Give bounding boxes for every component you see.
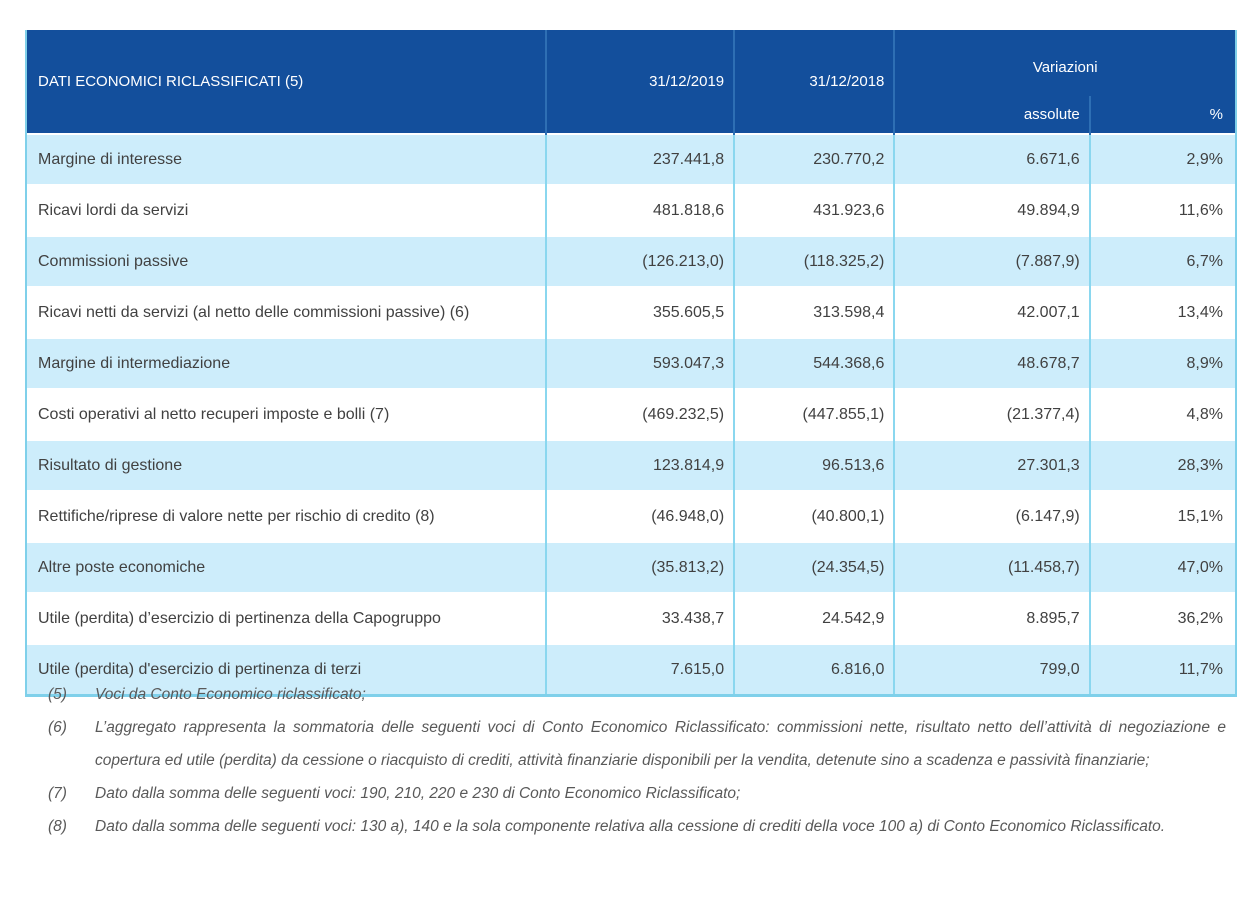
value-2019: 7.615,0 <box>545 643 736 694</box>
value-2018: (447.855,1) <box>734 388 896 440</box>
value-2018: (118.325,2) <box>734 235 896 287</box>
value-assolute: 799,0 <box>894 643 1091 694</box>
table-row: Ricavi lordi da servizi 481.818,6 431.92… <box>27 184 1235 236</box>
value-percent: 11,6% <box>1089 184 1235 236</box>
value-2018: (40.800,1) <box>734 490 896 542</box>
table-row: Margine di interesse 237.441,8 230.770,2… <box>27 133 1235 185</box>
value-2019: 355.605,5 <box>545 286 736 338</box>
footnote-text: Voci da Conto Economico riclassificato; <box>95 686 366 703</box>
footnote-6: (6) L’aggregato rappresenta la sommatori… <box>48 711 1226 777</box>
header-col-2018: 31/12/2018 <box>734 30 896 134</box>
value-assolute: (6.147,9) <box>894 490 1091 542</box>
value-2018: 431.923,6 <box>734 184 896 236</box>
header-title: DATI ECONOMICI RICLASSIFICATI (5) <box>27 30 547 134</box>
value-percent: 6,7% <box>1089 235 1235 287</box>
footnote-marker: (5) <box>48 686 67 703</box>
row-label: Costi operativi al netto recuperi impost… <box>27 388 547 440</box>
value-percent: 47,0% <box>1089 541 1235 593</box>
footnote-text: L’aggregato rappresenta la sommatoria de… <box>95 719 1226 769</box>
table-row: Ricavi netti da servizi (al netto delle … <box>27 286 1235 338</box>
value-2018: 230.770,2 <box>734 133 896 185</box>
table-row: Utile (perdita) d’esercizio di pertinenz… <box>27 592 1235 644</box>
footnote-marker: (6) <box>48 719 67 736</box>
value-percent: 15,1% <box>1089 490 1235 542</box>
value-assolute: 49.894,9 <box>894 184 1091 236</box>
footnotes: (5) Voci da Conto Economico riclassifica… <box>48 678 1226 843</box>
value-percent: 13,4% <box>1089 286 1235 338</box>
footnote-5: (5) Voci da Conto Economico riclassifica… <box>48 678 1226 711</box>
value-assolute: (11.458,7) <box>894 541 1091 593</box>
footnote-8: (8) Dato dalla somma delle seguenti voci… <box>48 810 1226 843</box>
row-label: Utile (perdita) d’esercizio di pertinenz… <box>27 592 547 644</box>
value-2019: (126.213,0) <box>545 235 736 287</box>
row-label: Commissioni passive <box>27 235 547 287</box>
value-assolute: 48.678,7 <box>894 337 1091 389</box>
financial-highlights-table: DATI ECONOMICI RICLASSIFICATI (5) 31/12/… <box>25 30 1237 697</box>
value-percent: 8,9% <box>1089 337 1235 389</box>
value-2018: 6.816,0 <box>734 643 896 694</box>
value-2018: 544.368,6 <box>734 337 896 389</box>
table-row: Risultato di gestione 123.814,9 96.513,6… <box>27 439 1235 491</box>
value-2018: 96.513,6 <box>734 439 896 491</box>
value-percent: 36,2% <box>1089 592 1235 644</box>
value-2019: 33.438,7 <box>545 592 736 644</box>
table-row: Utile (perdita) d'esercizio di pertinenz… <box>27 643 1235 694</box>
value-percent: 4,8% <box>1089 388 1235 440</box>
table-row: Rettifiche/riprese di valore nette per r… <box>27 490 1235 542</box>
value-2019: 481.818,6 <box>545 184 736 236</box>
row-label: Margine di interesse <box>27 133 547 185</box>
row-label: Altre poste economiche <box>27 541 547 593</box>
table-header: DATI ECONOMICI RICLASSIFICATI (5) 31/12/… <box>27 30 1235 134</box>
table-row: Altre poste economiche (35.813,2) (24.35… <box>27 541 1235 593</box>
value-percent: 11,7% <box>1089 643 1235 694</box>
header-col-2019: 31/12/2019 <box>545 30 736 134</box>
value-2018: 24.542,9 <box>734 592 896 644</box>
value-2019: (46.948,0) <box>545 490 736 542</box>
table-row: Margine di intermediazione 593.047,3 544… <box>27 337 1235 389</box>
header-variazioni: Variazioni <box>894 30 1235 96</box>
footnote-marker: (7) <box>48 785 67 802</box>
footnote-marker: (8) <box>48 818 67 835</box>
value-2019: (469.232,5) <box>545 388 736 440</box>
value-assolute: 27.301,3 <box>894 439 1091 491</box>
row-label: Ricavi lordi da servizi <box>27 184 547 236</box>
row-label: Rettifiche/riprese di valore nette per r… <box>27 490 547 542</box>
value-percent: 2,9% <box>1089 133 1235 185</box>
row-label: Risultato di gestione <box>27 439 547 491</box>
header-percent: % <box>1089 96 1235 134</box>
value-2019: 237.441,8 <box>545 133 736 185</box>
value-2019: 123.814,9 <box>545 439 736 491</box>
value-assolute: (21.377,4) <box>894 388 1091 440</box>
value-assolute: 8.895,7 <box>894 592 1091 644</box>
footnote-7: (7) Dato dalla somma delle seguenti voci… <box>48 777 1226 810</box>
table-row: Costi operativi al netto recuperi impost… <box>27 388 1235 440</box>
row-label: Utile (perdita) d'esercizio di pertinenz… <box>27 643 547 694</box>
header-assolute: assolute <box>894 96 1091 134</box>
value-assolute: (7.887,9) <box>894 235 1091 287</box>
value-2018: (24.354,5) <box>734 541 896 593</box>
footnote-text: Dato dalla somma delle seguenti voci: 19… <box>95 785 741 802</box>
row-label: Margine di intermediazione <box>27 337 547 389</box>
row-label: Ricavi netti da servizi (al netto delle … <box>27 286 547 338</box>
value-2019: (35.813,2) <box>545 541 736 593</box>
value-2018: 313.598,4 <box>734 286 896 338</box>
value-assolute: 42.007,1 <box>894 286 1091 338</box>
value-percent: 28,3% <box>1089 439 1235 491</box>
footnote-text: Dato dalla somma delle seguenti voci: 13… <box>95 818 1166 835</box>
table-row: Commissioni passive (126.213,0) (118.325… <box>27 235 1235 287</box>
value-assolute: 6.671,6 <box>894 133 1091 185</box>
value-2019: 593.047,3 <box>545 337 736 389</box>
